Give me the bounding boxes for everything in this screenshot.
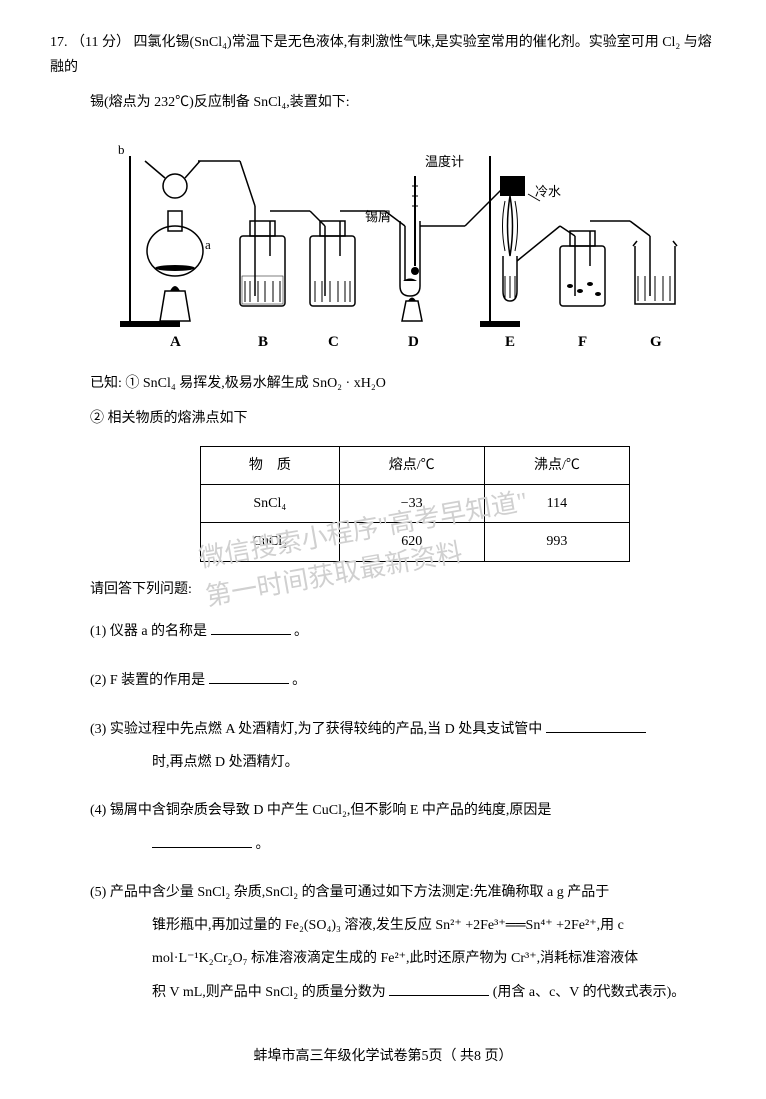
known-item2-wrap: ② 相关物质的熔沸点如下 xyxy=(50,406,716,431)
sub-q2: (2) F 装置的作用是 。 xyxy=(90,666,716,695)
sub-q5: (5) 产品中含少量 SnCl₂ 杂质,SnCl₂ 的含量可通过如下方法测定:先… xyxy=(90,879,716,1007)
blank xyxy=(152,830,252,848)
th-melting: 熔点/℃ xyxy=(339,446,484,484)
td: 114 xyxy=(484,485,629,523)
known-header: 已知: xyxy=(90,376,122,391)
q4-blank-line: 。 xyxy=(90,830,716,859)
q5-l4a: 积 V mL,则产品中 SnCl₂ 的质量分数为 xyxy=(152,985,386,1000)
blank xyxy=(389,978,489,996)
q1-end: 。 xyxy=(294,624,308,639)
label-b: b xyxy=(118,142,125,157)
tin-scraps-label: 锡屑 xyxy=(365,209,391,224)
sub-q1: (1) 仪器 a 的名称是 。 xyxy=(90,617,716,646)
label-B: B xyxy=(258,334,268,350)
td: 993 xyxy=(484,523,629,561)
question-number: 17. xyxy=(50,35,68,50)
device-f xyxy=(560,221,630,306)
device-g xyxy=(630,221,677,304)
device-c xyxy=(310,211,385,306)
sub-q3: (3) 实验过程中先点燃 A 处酒精灯,为了获得较纯的产品,当 D 处具支试管中… xyxy=(90,715,716,777)
known-section: 已知: ① SnCl₄ 易挥发,极易水解生成 SnO₂ · xH₂O xyxy=(90,371,716,396)
td: −33 xyxy=(339,485,484,523)
label-D: D xyxy=(408,334,419,350)
label-G: G xyxy=(650,334,662,350)
th-boiling: 沸点/℃ xyxy=(484,446,629,484)
q2-text: (2) F 装置的作用是 xyxy=(90,673,205,688)
known-item2-num: ② xyxy=(90,411,104,426)
table-row: CuCl₂ 620 993 xyxy=(201,523,630,561)
intro-line1: 四氯化锡(SnCl₄)常温下是无色液体,有刺激性气味,是实验室常用的催化剂。实验… xyxy=(50,35,712,75)
q5-l2: 锥形瓶中,再加过量的 Fe₂(SO₄)₃ 溶液,发生反应 Sn²⁺ +2Fe³⁺… xyxy=(90,912,716,940)
cold-water-label: 冷水 xyxy=(535,184,561,199)
diagram-svg: b a xyxy=(110,126,690,356)
label-A: A xyxy=(170,334,181,350)
known-item2: 相关物质的熔沸点如下 xyxy=(108,411,248,426)
device-e: 冷水 xyxy=(465,156,561,327)
known-item1: SnCl₄ 易挥发,极易水解生成 SnO₂ · xH₂O xyxy=(143,376,386,391)
q2-end: 。 xyxy=(292,673,306,688)
td: CuCl₂ xyxy=(201,523,340,561)
sub-q4: (4) 锡屑中含铜杂质会导致 D 中产生 CuCl₂,但不影响 E 中产品的纯度… xyxy=(90,797,716,859)
q1-text: (1) 仪器 a 的名称是 xyxy=(90,624,207,639)
q5-l1: (5) 产品中含少量 SnCl₂ 杂质,SnCl₂ 的含量可通过如下方法测定:先… xyxy=(90,879,716,907)
properties-table: 物 质 熔点/℃ 沸点/℃ SnCl₄ −33 114 CuCl₂ 620 99… xyxy=(200,446,630,562)
known-item1-num: ① xyxy=(125,376,139,391)
page-footer: 蚌埠市高三年级化学试卷第5页（ 共8 页） xyxy=(0,1044,766,1069)
blank xyxy=(546,715,646,733)
device-b xyxy=(240,161,310,306)
apparatus-diagram: b a xyxy=(110,126,690,356)
table-row: SnCl₄ −33 114 xyxy=(201,485,630,523)
question-header: 17. （11 分） 四氯化锡(SnCl₄)常温下是无色液体,有刺激性气味,是实… xyxy=(50,30,716,80)
q5-l4b: (用含 a、c、V 的代数式表示)。 xyxy=(493,985,686,1000)
q3-text: (3) 实验过程中先点燃 A 处酒精灯,为了获得较纯的产品,当 D 处具支试管中 xyxy=(90,722,542,737)
question-prompt: 请回答下列问题: xyxy=(90,577,716,602)
q5-l3: mol·L⁻¹K₂Cr₂O₇ 标准溶液滴定生成的 Fe²⁺,此时还原产物为 Cr… xyxy=(90,945,716,973)
td: SnCl₄ xyxy=(201,485,340,523)
blank xyxy=(211,617,291,635)
q5-l4: 积 V mL,则产品中 SnCl₂ 的质量分数为 (用含 a、c、V 的代数式表… xyxy=(90,978,716,1007)
q3-cont: 时,再点燃 D 处酒精灯。 xyxy=(90,749,716,777)
device-d: 温度计 锡屑 xyxy=(365,154,465,321)
label-E: E xyxy=(505,334,515,350)
label-a: a xyxy=(205,237,211,252)
th-substance: 物 质 xyxy=(201,446,340,484)
q4-text: (4) 锡屑中含铜杂质会导致 D 中产生 CuCl₂,但不影响 E 中产品的纯度… xyxy=(90,803,551,818)
thermometer-label: 温度计 xyxy=(425,154,464,169)
q4-end: 。 xyxy=(256,837,270,852)
question-points: （11 分） xyxy=(71,35,130,50)
device-a: b a xyxy=(118,142,240,327)
label-F: F xyxy=(578,334,587,350)
blank xyxy=(209,666,289,684)
label-C: C xyxy=(328,334,339,350)
table-header-row: 物 质 熔点/℃ 沸点/℃ xyxy=(201,446,630,484)
intro-line2: 锡(熔点为 232℃)反应制备 SnCl₄,装置如下: xyxy=(50,90,716,115)
td: 620 xyxy=(339,523,484,561)
